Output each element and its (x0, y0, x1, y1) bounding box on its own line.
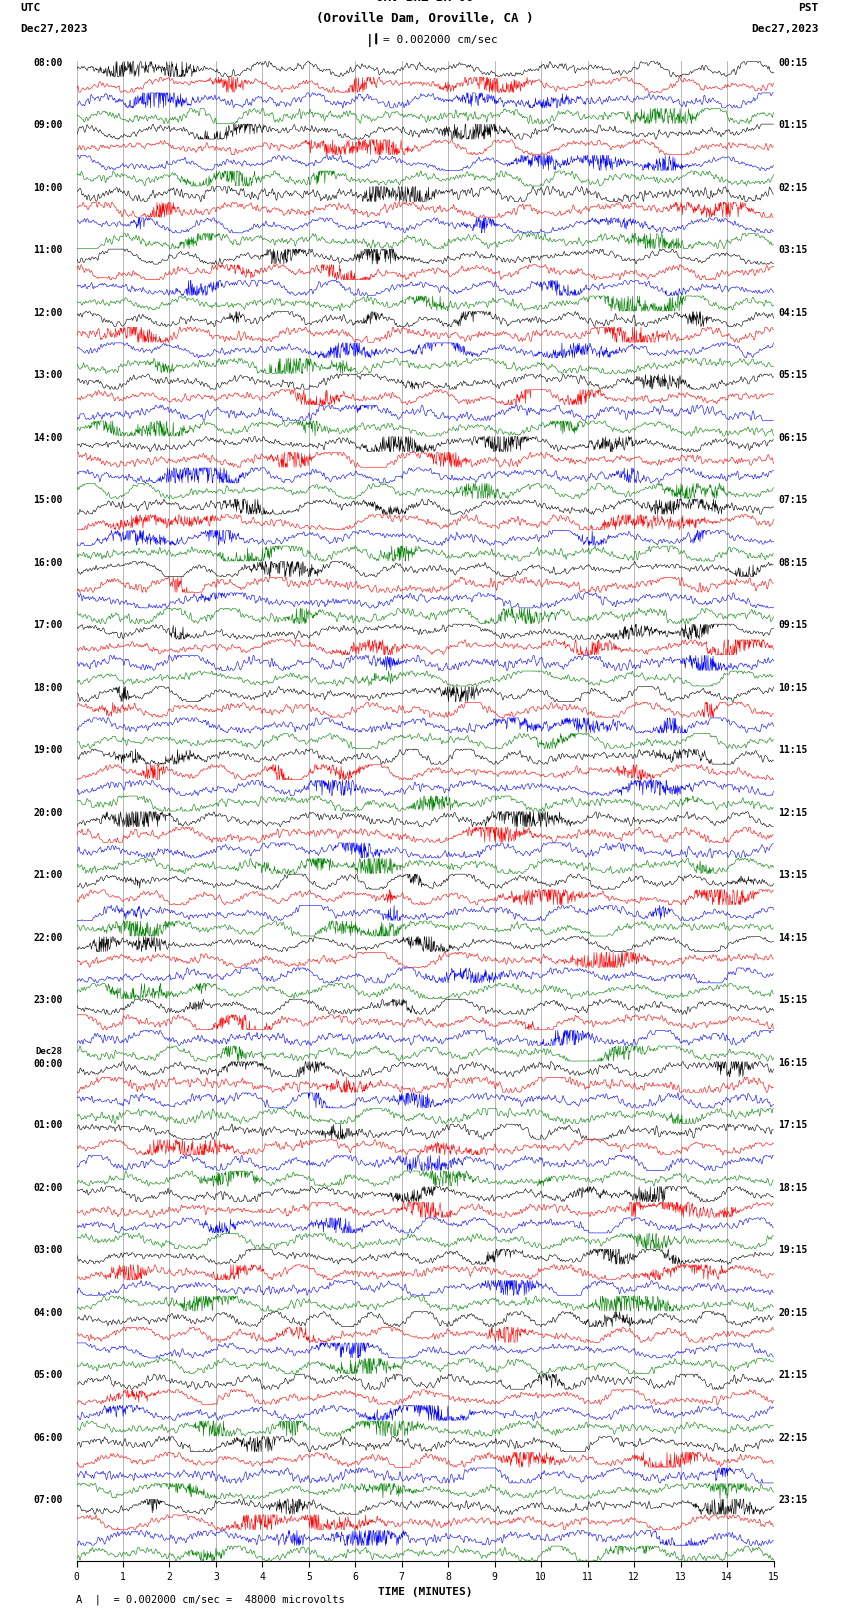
Text: = 0.002000 cm/sec: = 0.002000 cm/sec (383, 35, 498, 45)
Text: 14:00: 14:00 (33, 432, 63, 444)
Text: 00:15: 00:15 (778, 58, 807, 68)
Text: 09:00: 09:00 (33, 121, 63, 131)
Text: 21:15: 21:15 (778, 1371, 807, 1381)
Text: 19:00: 19:00 (33, 745, 63, 755)
Text: 07:15: 07:15 (778, 495, 807, 505)
Text: 20:15: 20:15 (778, 1308, 807, 1318)
Text: 05:15: 05:15 (778, 371, 807, 381)
X-axis label: TIME (MINUTES): TIME (MINUTES) (377, 1587, 473, 1597)
Text: 11:00: 11:00 (33, 245, 63, 255)
Text: 15:15: 15:15 (778, 995, 807, 1005)
Text: |: | (366, 34, 373, 47)
Text: 16:00: 16:00 (33, 558, 63, 568)
Text: 09:15: 09:15 (778, 621, 807, 631)
Text: 22:00: 22:00 (33, 932, 63, 944)
Text: 23:00: 23:00 (33, 995, 63, 1005)
Text: 12:00: 12:00 (33, 308, 63, 318)
Text: 17:00: 17:00 (33, 621, 63, 631)
Text: A  |  = 0.002000 cm/sec =  48000 microvolts: A | = 0.002000 cm/sec = 48000 microvolts (76, 1594, 345, 1605)
Text: 06:15: 06:15 (778, 432, 807, 444)
Text: 11:15: 11:15 (778, 745, 807, 755)
Text: 18:15: 18:15 (778, 1182, 807, 1194)
Text: 00:00: 00:00 (33, 1060, 63, 1069)
Text: 02:00: 02:00 (33, 1182, 63, 1194)
Text: Dec27,2023: Dec27,2023 (751, 24, 819, 34)
Text: 21:00: 21:00 (33, 871, 63, 881)
Text: PST: PST (798, 3, 819, 13)
Text: 05:00: 05:00 (33, 1371, 63, 1381)
Text: 04:15: 04:15 (778, 308, 807, 318)
Text: 03:15: 03:15 (778, 245, 807, 255)
Text: ORV BHZ BK 00: ORV BHZ BK 00 (377, 0, 473, 5)
Text: 18:00: 18:00 (33, 682, 63, 694)
Text: 17:15: 17:15 (778, 1121, 807, 1131)
Text: 13:00: 13:00 (33, 371, 63, 381)
Text: 14:15: 14:15 (778, 932, 807, 944)
Text: 10:15: 10:15 (778, 682, 807, 694)
Text: 01:00: 01:00 (33, 1121, 63, 1131)
Text: 04:00: 04:00 (33, 1308, 63, 1318)
Text: 15:00: 15:00 (33, 495, 63, 505)
Text: 08:15: 08:15 (778, 558, 807, 568)
Text: 23:15: 23:15 (778, 1495, 807, 1505)
Text: 20:00: 20:00 (33, 808, 63, 818)
Text: 16:15: 16:15 (778, 1058, 807, 1068)
Text: 12:15: 12:15 (778, 808, 807, 818)
Text: Dec27,2023: Dec27,2023 (20, 24, 88, 34)
Text: 03:00: 03:00 (33, 1245, 63, 1255)
Text: 22:15: 22:15 (778, 1432, 807, 1444)
Text: 06:00: 06:00 (33, 1432, 63, 1444)
Text: 13:15: 13:15 (778, 871, 807, 881)
Text: 01:15: 01:15 (778, 121, 807, 131)
Text: UTC: UTC (20, 3, 41, 13)
Text: (Oroville Dam, Oroville, CA ): (Oroville Dam, Oroville, CA ) (316, 13, 534, 26)
Text: Dec28: Dec28 (36, 1047, 63, 1057)
Text: 19:15: 19:15 (778, 1245, 807, 1255)
Text: 02:15: 02:15 (778, 182, 807, 194)
Text: 10:00: 10:00 (33, 182, 63, 194)
Text: 07:00: 07:00 (33, 1495, 63, 1505)
Text: 08:00: 08:00 (33, 58, 63, 68)
